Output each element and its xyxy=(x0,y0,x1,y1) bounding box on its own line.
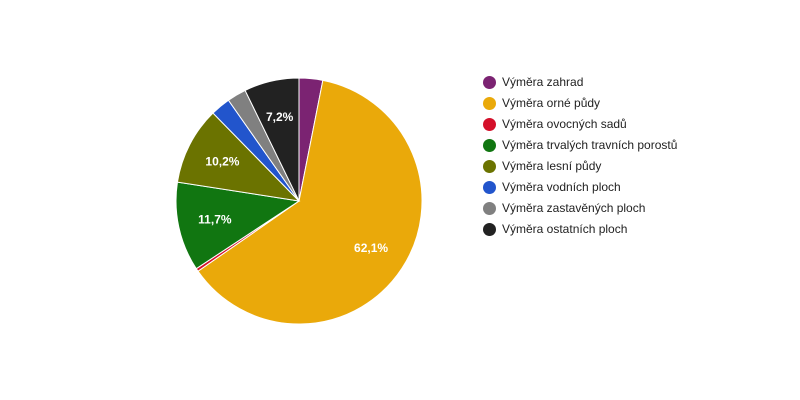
legend-label: Výměra trvalých travních porostů xyxy=(502,138,678,152)
legend-item[interactable]: Výměra ostatních ploch xyxy=(483,221,683,238)
legend-swatch xyxy=(483,76,496,89)
legend-swatch xyxy=(483,139,496,152)
legend-swatch xyxy=(483,118,496,131)
legend-swatch xyxy=(483,97,496,110)
legend-item[interactable]: Výměra orné půdy xyxy=(483,95,683,112)
legend-item[interactable]: Výměra zahrad xyxy=(483,74,683,91)
legend-swatch xyxy=(483,202,496,215)
slice-value-label: 10,2% xyxy=(205,155,239,169)
pie-slice[interactable] xyxy=(176,112,301,202)
legend-swatch xyxy=(483,181,496,194)
legend-label: Výměra ostatních ploch xyxy=(502,222,628,236)
slice-value-label: 62,1% xyxy=(354,241,388,255)
legend-label: Výměra lesní půdy xyxy=(502,159,602,173)
legend-label: Výměra zastavěných ploch xyxy=(502,201,646,215)
pie-slice[interactable] xyxy=(197,79,423,325)
slice-value-label: 7,2% xyxy=(266,110,294,124)
legend-item[interactable]: Výměra lesní půdy xyxy=(483,158,683,175)
legend-item[interactable]: Výměra ovocných sadů xyxy=(483,116,683,133)
legend-label: Výměra zahrad xyxy=(502,75,584,89)
legend-swatch xyxy=(483,223,496,236)
legend-label: Výměra vodních ploch xyxy=(502,180,621,194)
legend: Výměra zahrad Výměra orné půdy Výměra ov… xyxy=(483,74,683,242)
legend-label: Výměra ovocných sadů xyxy=(502,117,627,131)
legend-label: Výměra orné půdy xyxy=(502,96,601,110)
pie-slice[interactable] xyxy=(244,77,300,202)
legend-item[interactable]: Výměra trvalých travních porostů xyxy=(483,137,683,154)
pie-slice[interactable] xyxy=(175,181,301,270)
legend-item[interactable]: Výměra vodních ploch xyxy=(483,179,683,196)
slice-value-label: 11,7% xyxy=(198,212,232,226)
legend-swatch xyxy=(483,160,496,173)
legend-item[interactable]: Výměra zastavěných ploch xyxy=(483,200,683,217)
